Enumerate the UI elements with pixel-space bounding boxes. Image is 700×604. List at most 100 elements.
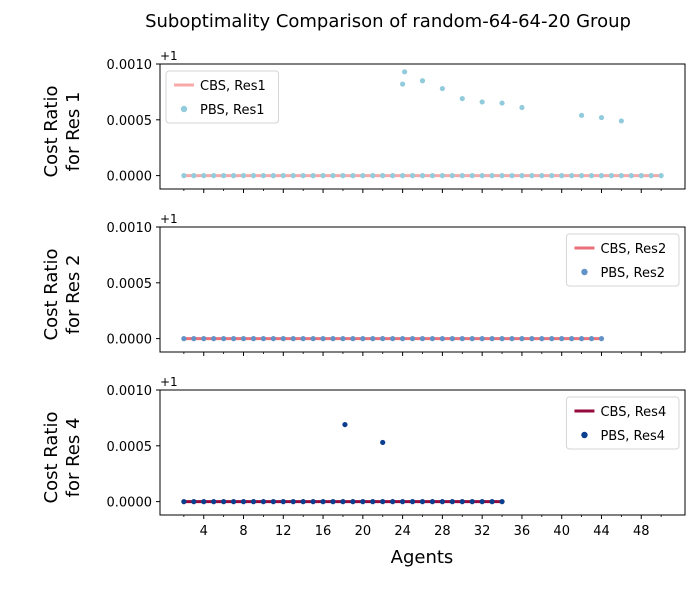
data-point bbox=[469, 499, 475, 505]
data-point bbox=[479, 499, 485, 505]
x-tick-label: 28 bbox=[434, 524, 451, 539]
data-point bbox=[449, 499, 455, 505]
data-point bbox=[270, 499, 276, 505]
data-point bbox=[270, 336, 276, 342]
y-axis-label-line1: Cost Ratio bbox=[41, 86, 62, 178]
data-point bbox=[648, 173, 654, 179]
data-point bbox=[221, 173, 227, 179]
data-point bbox=[330, 336, 336, 342]
x-tick-label: 8 bbox=[239, 524, 247, 539]
data-point bbox=[499, 100, 505, 106]
data-point bbox=[479, 336, 485, 342]
series-pbs-res2 bbox=[181, 336, 605, 342]
data-point bbox=[628, 173, 634, 179]
y-axis-label-line2: for Res 4 bbox=[63, 418, 84, 498]
chart-title: Suboptimality Comparison of random-64-64… bbox=[145, 11, 631, 32]
data-point bbox=[310, 336, 316, 342]
data-point bbox=[330, 499, 336, 505]
data-point bbox=[419, 336, 426, 342]
data-point bbox=[342, 421, 348, 428]
data-point bbox=[559, 173, 565, 179]
y-axis-label-line2: for Res 2 bbox=[63, 255, 84, 335]
data-point bbox=[250, 499, 257, 505]
x-tick-label: 48 bbox=[633, 524, 650, 539]
data-point bbox=[370, 173, 376, 179]
data-point bbox=[409, 499, 416, 505]
data-point bbox=[439, 173, 445, 179]
y-axis-label: Cost Ratiofor Res 2 bbox=[41, 249, 84, 341]
data-point bbox=[181, 499, 187, 505]
legend-label: PBS, Res4 bbox=[600, 429, 665, 444]
data-point bbox=[400, 173, 406, 179]
data-point bbox=[300, 499, 306, 505]
y-tick-label: 0.0000 bbox=[107, 333, 153, 348]
data-point bbox=[340, 173, 346, 179]
data-point bbox=[201, 499, 207, 505]
data-point bbox=[459, 95, 465, 102]
data-point bbox=[300, 173, 306, 179]
data-point bbox=[250, 173, 257, 179]
data-point bbox=[409, 336, 416, 342]
legend-label: PBS, Res1 bbox=[200, 103, 265, 118]
legend: CBS, Res4 PBS, Res4 bbox=[565, 396, 680, 450]
data-point bbox=[439, 336, 445, 342]
data-point bbox=[191, 173, 197, 179]
data-point bbox=[360, 173, 366, 179]
data-point bbox=[230, 499, 237, 505]
x-tick-label: 24 bbox=[394, 524, 411, 539]
data-point bbox=[529, 336, 535, 342]
data-point bbox=[519, 336, 525, 342]
data-point bbox=[539, 173, 545, 179]
data-point bbox=[221, 336, 227, 342]
legend-label: CBS, Res1 bbox=[200, 79, 266, 94]
legend: CBS, Res1 PBS, Res1 bbox=[165, 70, 280, 124]
data-point bbox=[469, 173, 475, 179]
y-tick-label: 0.0010 bbox=[107, 221, 153, 236]
data-point bbox=[588, 336, 595, 342]
data-point bbox=[658, 173, 664, 179]
data-point bbox=[320, 336, 326, 342]
data-point bbox=[370, 499, 376, 505]
data-point bbox=[429, 336, 436, 342]
data-point bbox=[559, 336, 565, 342]
data-point bbox=[439, 85, 445, 92]
data-point bbox=[509, 336, 515, 342]
data-point bbox=[400, 81, 406, 87]
x-tick-label: 16 bbox=[315, 524, 332, 539]
data-point bbox=[400, 336, 406, 342]
data-point bbox=[181, 173, 187, 179]
data-point bbox=[519, 173, 525, 179]
y-axis-label: Cost Ratiofor Res 4 bbox=[41, 412, 84, 504]
y-axis-label-line2: for Res 1 bbox=[63, 92, 84, 172]
data-point bbox=[400, 499, 406, 505]
data-point bbox=[181, 336, 187, 342]
data-point bbox=[240, 499, 247, 505]
series-pbs-res4 bbox=[181, 421, 505, 505]
data-point bbox=[578, 336, 585, 342]
x-tick-label: 4 bbox=[200, 524, 208, 539]
data-point bbox=[569, 336, 575, 342]
data-point bbox=[638, 173, 644, 179]
y-tick-label: 0.0010 bbox=[107, 58, 153, 73]
data-point bbox=[402, 69, 408, 75]
y-offset-text: +1 bbox=[160, 212, 178, 226]
data-point bbox=[419, 499, 426, 505]
data-point bbox=[618, 118, 624, 124]
data-point bbox=[499, 499, 505, 505]
data-point bbox=[380, 173, 386, 179]
data-point bbox=[608, 173, 615, 179]
data-point bbox=[390, 173, 396, 179]
data-point bbox=[390, 336, 396, 342]
data-point bbox=[449, 173, 455, 179]
legend-box bbox=[565, 233, 680, 287]
data-point bbox=[479, 173, 485, 179]
data-point bbox=[290, 336, 296, 342]
x-tick-label: 32 bbox=[474, 524, 491, 539]
data-point bbox=[290, 499, 296, 505]
data-point bbox=[260, 336, 267, 342]
data-point bbox=[489, 173, 495, 179]
